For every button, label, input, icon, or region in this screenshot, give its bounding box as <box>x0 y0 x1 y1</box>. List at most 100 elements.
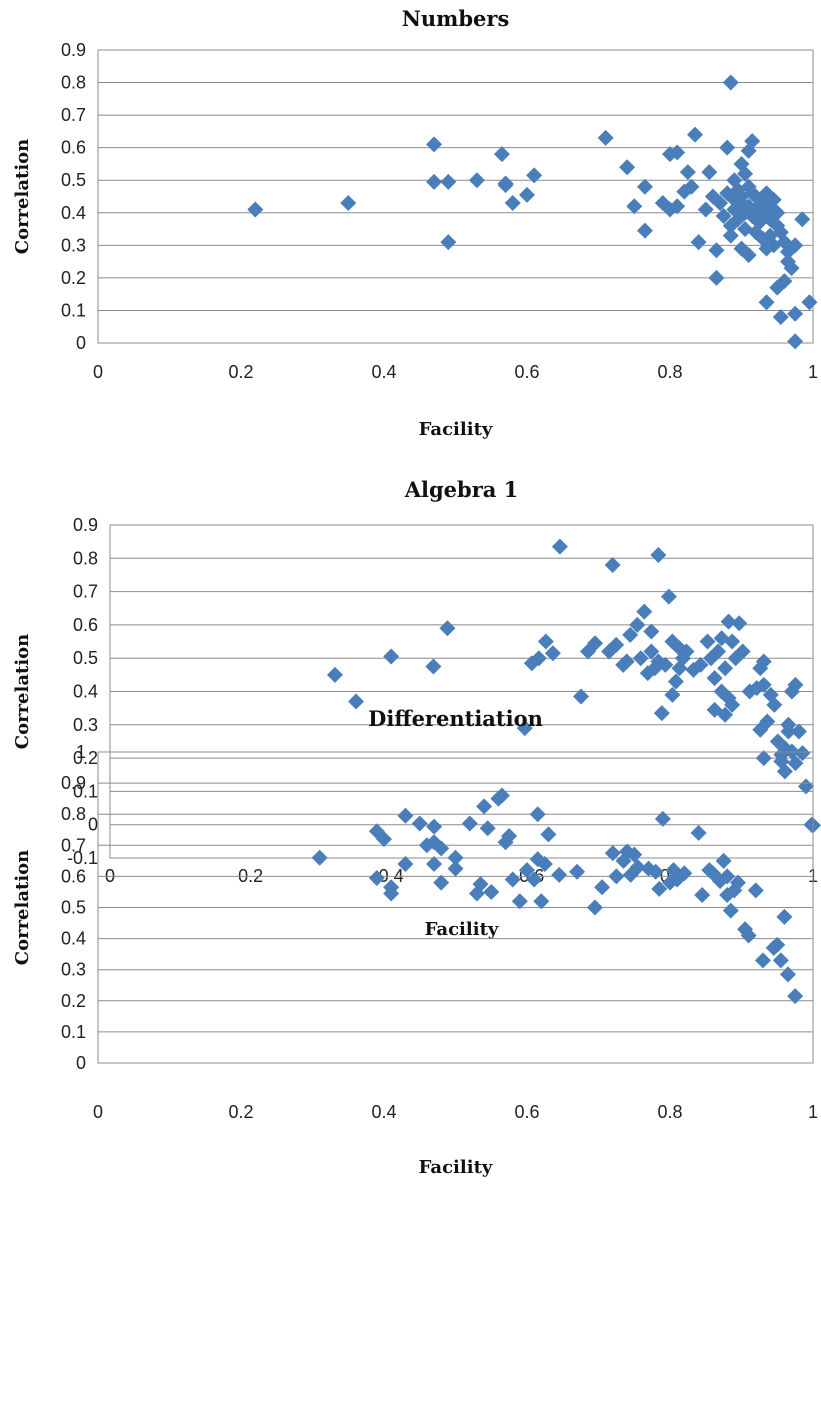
y-tick-label: 0.6 <box>61 866 86 886</box>
x-tick-label: 0.6 <box>514 1102 539 1122</box>
data-point <box>618 653 635 670</box>
data-point <box>722 902 739 919</box>
x-tick-label: 0.8 <box>657 362 682 382</box>
data-point <box>569 863 586 880</box>
data-point <box>776 763 793 780</box>
data-point <box>519 186 535 203</box>
x-tick-label: 0.2 <box>228 1102 253 1122</box>
y-tick-label: -0.1 <box>67 848 98 868</box>
data-point <box>608 868 625 885</box>
data-point <box>544 645 561 662</box>
data-point <box>626 198 643 215</box>
data-point <box>643 623 660 640</box>
x-tick-label: 0.4 <box>371 362 396 382</box>
y-axis-label: Correlation <box>12 139 33 255</box>
data-point <box>720 613 737 630</box>
data-point <box>504 195 521 212</box>
data-point <box>397 807 414 824</box>
data-point <box>769 936 786 953</box>
data-point <box>348 693 365 710</box>
data-point <box>497 175 514 192</box>
chart-title: Algebra 1 <box>404 477 519 502</box>
data-point <box>619 159 636 176</box>
data-point <box>247 201 264 218</box>
data-point <box>636 222 653 239</box>
chart-1: -0.100.10.20.30.40.50.60.70.80.900.20.40… <box>12 477 821 940</box>
data-point <box>734 643 751 660</box>
x-axis-label: Facility <box>419 1157 493 1178</box>
data-point <box>708 242 725 259</box>
y-tick-label: 0.1 <box>61 1022 86 1042</box>
data-point <box>724 696 741 713</box>
data-point <box>643 643 660 660</box>
data-point <box>537 633 554 650</box>
data-point <box>433 874 450 891</box>
data-point <box>551 538 568 555</box>
y-tick-label: 0 <box>76 333 86 353</box>
data-point <box>468 172 485 189</box>
data-point <box>511 893 528 910</box>
data-point <box>766 696 783 713</box>
y-tick-label: 0.1 <box>73 781 98 801</box>
y-tick-label: 0.2 <box>73 748 98 768</box>
data-point <box>461 815 478 832</box>
data-point <box>501 827 518 844</box>
data-point <box>740 927 757 944</box>
data-point <box>787 305 804 322</box>
data-point <box>629 859 646 876</box>
x-tick-label: 0.2 <box>228 362 253 382</box>
y-tick-label: 0.5 <box>61 898 86 918</box>
data-point <box>722 227 739 244</box>
data-point <box>526 167 543 184</box>
data-point <box>758 294 775 311</box>
y-tick-label: 0.4 <box>61 203 86 223</box>
data-point <box>708 269 725 286</box>
data-point <box>340 195 357 212</box>
data-point <box>447 849 464 866</box>
y-tick-label: 0.9 <box>61 40 86 60</box>
data-point <box>636 603 653 620</box>
data-point <box>737 165 754 182</box>
data-point <box>533 893 550 910</box>
data-point <box>426 855 443 872</box>
data-point <box>311 849 328 866</box>
data-point <box>551 866 568 883</box>
data-point <box>717 660 734 677</box>
data-point <box>772 952 789 969</box>
y-tick-label: 0.9 <box>73 515 98 535</box>
data-point <box>676 865 693 882</box>
data-point <box>719 868 736 885</box>
data-point <box>586 899 603 916</box>
data-point <box>787 333 804 350</box>
data-point <box>594 879 611 896</box>
data-point <box>376 831 392 848</box>
y-tick-label: 0.1 <box>61 300 86 320</box>
data-point <box>439 620 456 637</box>
data-point <box>440 173 457 190</box>
y-tick-label: 0.7 <box>73 582 98 602</box>
data-point <box>783 743 800 760</box>
data-point <box>383 648 400 665</box>
data-point <box>626 846 643 863</box>
y-tick-label: 0.3 <box>61 235 86 255</box>
x-axis-label: Facility <box>425 919 499 940</box>
data-point <box>650 546 667 563</box>
data-point <box>504 871 521 888</box>
data-point <box>719 139 736 156</box>
data-point <box>699 633 716 650</box>
data-point <box>669 198 686 215</box>
data-point <box>664 686 681 703</box>
data-point <box>797 778 814 795</box>
x-tick-label: 0.8 <box>657 1102 682 1122</box>
data-point <box>787 988 804 1005</box>
data-point <box>715 852 732 869</box>
data-point <box>440 234 457 251</box>
data-point <box>604 845 621 862</box>
y-tick-label: 0.8 <box>73 548 98 568</box>
data-point <box>717 706 734 723</box>
data-point <box>755 750 772 767</box>
data-point <box>536 855 553 872</box>
y-tick-label: 0.5 <box>73 648 98 668</box>
y-tick-label: 0 <box>88 815 98 835</box>
data-point <box>710 643 727 660</box>
